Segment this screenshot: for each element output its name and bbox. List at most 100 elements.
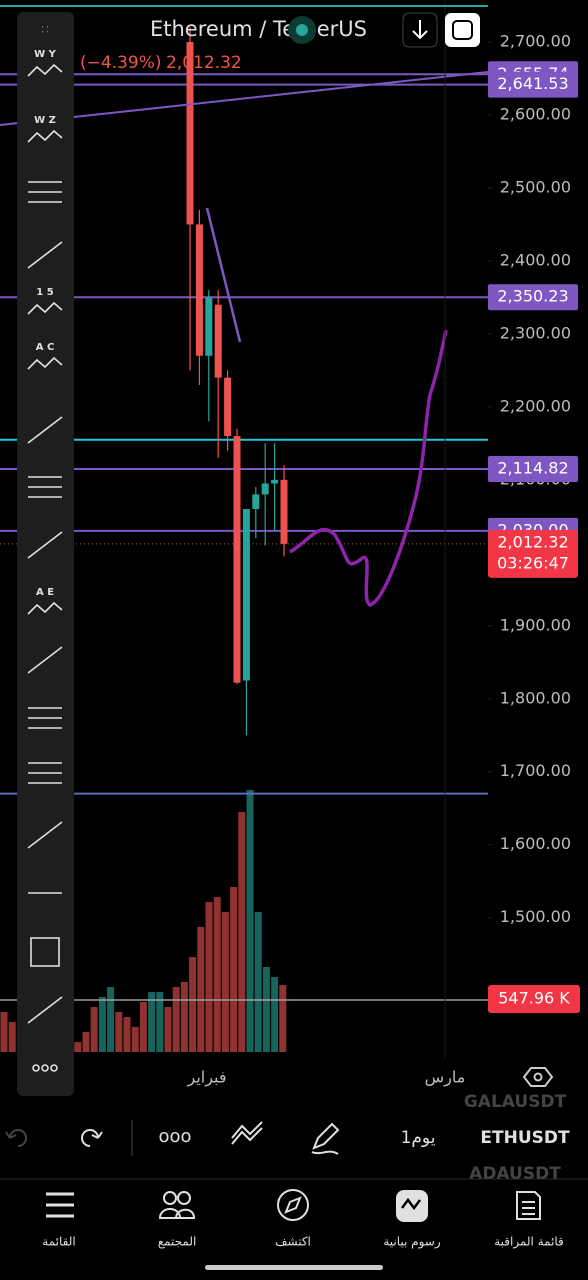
- price-label-bg: [488, 456, 578, 483]
- community-icon: [177, 1191, 191, 1205]
- volume-bar: [90, 1007, 98, 1052]
- volume-bar: [197, 926, 205, 1052]
- more-button[interactable]: ooo: [158, 1126, 191, 1147]
- tool-icon[interactable]: [27, 601, 63, 615]
- arrow-icon: [412, 20, 428, 40]
- tool-icon[interactable]: [27, 301, 63, 315]
- volume-label-bg: [488, 985, 580, 1013]
- volume-bar: [123, 1016, 131, 1052]
- more-dot: [41, 1064, 49, 1072]
- volume-bar: [180, 981, 188, 1052]
- volume-bar: [205, 901, 213, 1052]
- tool-letters: W Z: [34, 115, 56, 126]
- tool-icon: [27, 416, 63, 444]
- candle-body: [233, 436, 241, 683]
- tool-letters: W Y: [34, 49, 57, 60]
- community-icon: [163, 1191, 177, 1205]
- community-icon: [158, 1208, 196, 1219]
- more-dot: [50, 1064, 58, 1072]
- volume-bar: [148, 992, 156, 1052]
- drawing-toolbar: ∷ W Y W Z 1 5 A C A E: [17, 12, 74, 1096]
- nav-label[interactable]: اكتشف: [275, 1235, 311, 1249]
- trend-line: [0, 71, 489, 126]
- price-label-bg: [488, 71, 578, 98]
- y-tick-label: 1,900.00: [500, 615, 571, 634]
- y-tick-label: 1,800.00: [500, 688, 571, 707]
- volume-label: 547.96 K: [498, 989, 570, 1008]
- tool-icon[interactable]: [27, 129, 63, 143]
- volume-bar: [230, 886, 238, 1052]
- settings-icon-dot: [533, 1072, 543, 1082]
- tool-icon: [27, 531, 63, 559]
- nav-label[interactable]: القائمة: [42, 1235, 75, 1249]
- tool-letters: A E: [36, 587, 54, 598]
- candle-body: [195, 224, 203, 356]
- interval-button[interactable]: 1يوم: [401, 1128, 436, 1148]
- tool-icon: [28, 707, 62, 729]
- countdown-label: 03:26:47: [497, 553, 569, 572]
- tool-letters: 1 5: [36, 287, 53, 298]
- volume-bar: [254, 911, 262, 1052]
- price-label: 2,114.82: [497, 459, 568, 478]
- last-price: 2,012.32: [166, 53, 242, 73]
- pen-icon[interactable]: [311, 1122, 340, 1155]
- tool-icon: [27, 241, 63, 269]
- y-tick-label: 2,200.00: [500, 396, 571, 415]
- redo-icon[interactable]: [81, 1129, 103, 1147]
- x-tick-label: فبراير: [186, 1068, 226, 1088]
- layout-button[interactable]: [445, 13, 480, 47]
- volume-bar: [189, 957, 197, 1052]
- menu-icon: [46, 1192, 74, 1218]
- tool-letters: A C: [36, 342, 55, 353]
- tool-icon: [28, 181, 62, 203]
- y-tick-label: 1,700.00: [500, 761, 571, 780]
- faded-symbol: ADAUSDT: [469, 1164, 561, 1184]
- volume-bar: [0, 1011, 8, 1052]
- drawings-icon[interactable]: [231, 1121, 263, 1145]
- candle-body: [242, 509, 250, 681]
- nav-label[interactable]: رسوم بيانية: [383, 1235, 441, 1250]
- candle-body: [205, 297, 213, 356]
- symbol-button[interactable]: ETHUSDT: [480, 1128, 570, 1148]
- volume-bar: [98, 996, 106, 1052]
- change-percent: (−4.39%): [80, 53, 162, 73]
- volume-bar: [262, 966, 270, 1052]
- explore-needle: [284, 1196, 302, 1214]
- chart: 2,700.00 2,600.00 2,500.00 2,400.00 2,300.00…: [0, 27, 580, 1088]
- tool-icon: [27, 996, 63, 1024]
- home-indicator: [205, 1265, 383, 1270]
- price-label: 2,350.23: [497, 287, 568, 306]
- candle-body: [186, 41, 194, 225]
- volume-bar: [139, 1001, 147, 1052]
- current-price-label: 2,012.32: [497, 532, 568, 551]
- toolbar-bg: [17, 12, 74, 1096]
- nav-label[interactable]: المجتمع: [158, 1235, 197, 1249]
- price-label-bg: [488, 284, 578, 311]
- y-tick-label: 2,600.00: [500, 104, 571, 123]
- y-tick-label: 2,500.00: [500, 177, 571, 196]
- layout-icon: [452, 20, 473, 40]
- settings-icon[interactable]: [522, 1067, 554, 1087]
- volume-bar: [238, 811, 246, 1052]
- volume-bar: [107, 986, 115, 1052]
- nav-label[interactable]: قائمة المراقبة: [494, 1235, 564, 1250]
- candle-body: [271, 479, 279, 484]
- volume-bar: [8, 1022, 16, 1052]
- undo-icon[interactable]: [5, 1129, 27, 1147]
- faded-symbol: GALAUSDT: [464, 1092, 567, 1112]
- volume-bar: [115, 1011, 123, 1052]
- volume-bar: [271, 976, 279, 1052]
- volume-bar: [213, 896, 221, 1052]
- tool-icon[interactable]: [27, 356, 63, 370]
- tool-icon[interactable]: [27, 63, 63, 77]
- volume-bar: [221, 911, 229, 1052]
- freehand-drawing: [289, 329, 448, 607]
- status-dot: [296, 24, 308, 36]
- volume-bar: [246, 789, 254, 1052]
- nav-bar: قائمة المراقبة رسوم بيانية اكتشف المجتمع الق…: [42, 1189, 564, 1270]
- current-price-bg: [488, 529, 578, 578]
- tool-icon: [27, 821, 63, 849]
- candle-body: [261, 483, 269, 495]
- volume-bar: [172, 986, 180, 1052]
